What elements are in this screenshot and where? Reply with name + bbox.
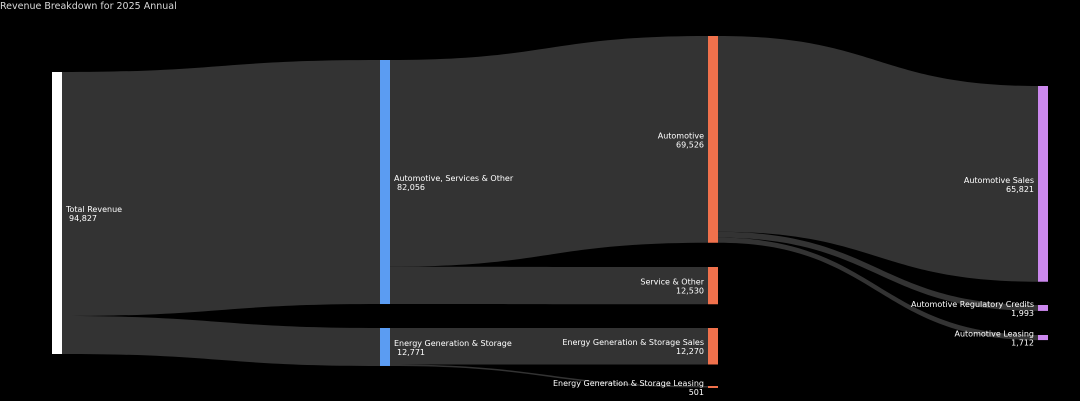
link-egs-to-egs_sales xyxy=(390,328,708,365)
node-service-other xyxy=(708,267,718,305)
label-automotive-leasing: Automotive Leasing xyxy=(955,330,1035,339)
node-energy-generation-storage xyxy=(380,328,390,366)
value-total-revenue: 94,827 xyxy=(69,214,97,223)
chart-title: Revenue Breakdown for 2025 Annual xyxy=(0,1,177,12)
node-automotive-regulatory-credits xyxy=(1038,305,1048,311)
label-automotive-sales: Automotive Sales xyxy=(964,176,1034,185)
link-total-to-egs xyxy=(62,316,380,366)
value-automotive-leasing: 1,712 xyxy=(1011,339,1034,348)
label-energy-generation-storage-leasing: Energy Generation & Storage Leasing xyxy=(553,379,704,388)
link-auto-to-auto_credits xyxy=(718,231,1038,311)
value-service-other: 12,530 xyxy=(676,287,704,296)
value-automotive-sales: 65,821 xyxy=(1006,185,1034,194)
link-auto-to-auto_sales xyxy=(718,36,1038,282)
label-automotive: Automotive xyxy=(658,131,704,140)
node-automotive-services-other xyxy=(380,60,390,305)
label-energy-generation-storage: Energy Generation & Storage xyxy=(394,339,512,348)
link-auto-to-auto_leasing xyxy=(718,237,1038,341)
link-total-to-asao xyxy=(62,60,380,317)
node-total-revenue xyxy=(52,72,62,354)
label-energy-generation-storage-sales: Energy Generation & Storage Sales xyxy=(562,338,704,347)
value-energy-generation-storage-sales: 12,270 xyxy=(676,347,704,356)
node-automotive xyxy=(708,36,718,243)
value-automotive-services-other: 82,056 xyxy=(397,183,425,192)
node-automotive-leasing xyxy=(1038,335,1048,341)
label-total-revenue: Total Revenue xyxy=(65,205,122,214)
node-energy-generation-storage-sales xyxy=(708,328,718,365)
value-energy-generation-storage: 12,771 xyxy=(397,348,425,357)
value-automotive: 69,526 xyxy=(676,140,704,149)
value-energy-generation-storage-leasing: 501 xyxy=(689,388,704,397)
label-automotive-services-other: Automotive, Services & Other xyxy=(394,174,514,183)
node-energy-generation-storage-leasing xyxy=(708,386,718,388)
value-automotive-regulatory-credits: 1,993 xyxy=(1011,309,1034,318)
link-egs-to-egs_leasing xyxy=(390,364,708,388)
label-automotive-regulatory-credits: Automotive Regulatory Credits xyxy=(911,300,1034,309)
label-service-other: Service & Other xyxy=(640,278,704,287)
link-asao-to-auto xyxy=(390,36,708,267)
link-asao-to-svc xyxy=(390,266,708,305)
node-automotive-sales xyxy=(1038,86,1048,282)
